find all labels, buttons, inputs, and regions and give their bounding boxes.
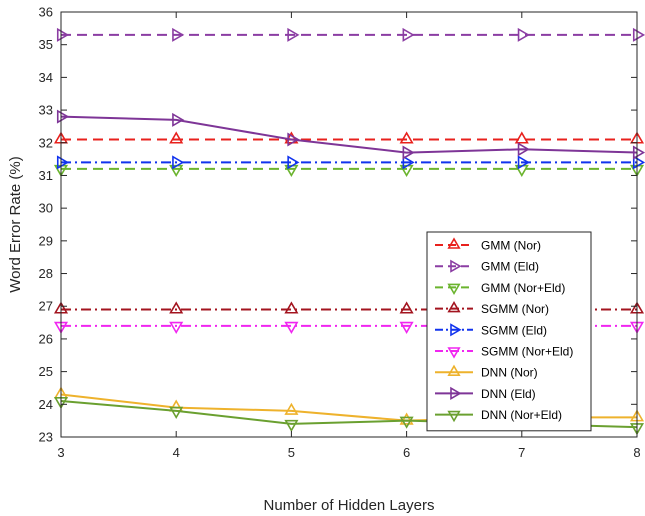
series-marker	[284, 301, 299, 314]
series-2	[53, 164, 645, 178]
series-marker	[514, 131, 529, 144]
series-marker	[447, 347, 461, 359]
legend-label: DNN (Nor+Eld)	[481, 408, 562, 422]
series-marker	[284, 419, 299, 433]
series-marker	[450, 259, 462, 273]
series-marker	[399, 321, 414, 334]
y-tick-label: 31	[39, 168, 53, 183]
legend-item: SGMM (Nor)	[435, 301, 549, 316]
series-marker	[284, 402, 299, 415]
y-tick-label: 30	[39, 201, 53, 216]
series-4	[56, 155, 645, 170]
legend-item: SGMM (Eld)	[435, 323, 547, 337]
legend-item: DNN (Nor+Eld)	[435, 408, 562, 423]
series-marker	[172, 27, 185, 42]
series-marker	[169, 321, 184, 334]
legend-label: SGMM (Nor+Eld)	[481, 345, 573, 359]
series-marker	[517, 27, 530, 42]
series-marker	[402, 27, 415, 42]
legend-label: GMM (Nor+Eld)	[481, 281, 565, 295]
legend-item: GMM (Nor+Eld)	[435, 281, 565, 295]
y-tick-label: 34	[39, 70, 53, 85]
series-marker	[399, 301, 414, 314]
series-marker	[56, 27, 70, 42]
series-marker	[517, 155, 530, 170]
x-tick-label: 6	[403, 445, 410, 460]
series-marker	[169, 406, 184, 419]
series-marker	[56, 109, 70, 124]
y-tick-label: 36	[39, 5, 53, 20]
series-marker	[287, 27, 300, 42]
x-tick-label: 3	[57, 445, 64, 460]
series-marker	[447, 283, 461, 295]
y-tick-label: 33	[39, 103, 53, 118]
series-marker	[169, 301, 184, 314]
series-marker	[56, 155, 70, 170]
series-marker	[450, 386, 462, 401]
series-marker	[169, 131, 184, 144]
series-marker	[399, 412, 414, 425]
series-marker	[447, 364, 461, 377]
series-marker	[399, 416, 414, 429]
legend-item: GMM (Eld)	[435, 259, 539, 274]
legend-item: SGMM (Nor+Eld)	[435, 345, 573, 359]
series-marker	[172, 112, 185, 127]
x-tick-label: 8	[633, 445, 640, 460]
series-marker	[284, 321, 299, 334]
y-tick-label: 28	[39, 266, 53, 281]
legend-box	[426, 231, 592, 432]
y-tick-label: 35	[39, 37, 53, 52]
x-tick-label: 5	[288, 445, 295, 460]
legend-label: GMM (Nor)	[481, 239, 541, 253]
series-marker	[287, 132, 300, 147]
legend-label: DNN (Nor)	[481, 366, 538, 380]
series-marker	[172, 155, 185, 170]
series-marker	[402, 155, 415, 170]
series-marker	[287, 155, 300, 170]
series-marker	[447, 237, 461, 249]
y-tick-label: 29	[39, 233, 53, 248]
y-tick-label: 26	[39, 331, 53, 346]
legend-item: DNN (Eld)	[435, 386, 536, 401]
series-marker	[447, 301, 461, 313]
x-axis-label: Number of Hidden Layers	[264, 497, 435, 514]
y-axis-label: Word Error Rate (%)	[7, 156, 24, 292]
series-1	[56, 27, 645, 42]
series-marker	[450, 323, 462, 337]
y-tick-label: 24	[39, 397, 53, 412]
legend-item: DNN (Nor)	[435, 364, 538, 380]
series-marker	[517, 142, 530, 157]
legend-label: DNN (Eld)	[481, 387, 536, 401]
legend-label: GMM (Eld)	[481, 260, 539, 274]
y-tick-label: 27	[39, 299, 53, 314]
legend-item: GMM (Nor)	[435, 237, 541, 253]
series-marker	[447, 410, 461, 423]
series-marker	[399, 131, 414, 144]
series-line	[60, 115, 638, 154]
series-0	[53, 131, 645, 144]
series-marker	[632, 27, 645, 42]
plot-frame	[60, 11, 638, 438]
series-marker	[402, 145, 415, 160]
x-tick-label: 4	[173, 445, 180, 460]
series-7	[56, 109, 645, 160]
x-tick-label: 7	[518, 445, 525, 460]
legend: GMM (Nor) GMM (Eld) GMM (Nor+Eld) SGMM (Nor…	[426, 231, 592, 432]
legend-label: SGMM (Nor)	[481, 302, 549, 316]
y-tick-label: 25	[39, 364, 53, 379]
series-marker	[632, 155, 645, 170]
y-tick-label: 32	[39, 135, 53, 150]
y-tick-label: 23	[39, 430, 53, 445]
legend-label: SGMM (Eld)	[481, 323, 547, 337]
series-marker	[632, 145, 645, 160]
